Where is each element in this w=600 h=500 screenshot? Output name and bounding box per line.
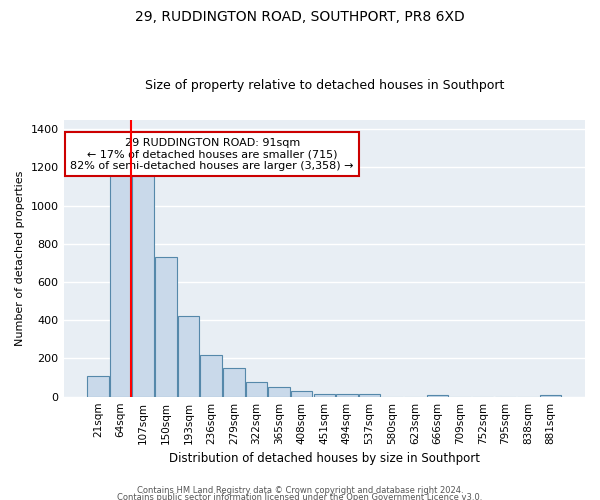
Bar <box>110 175 131 396</box>
Bar <box>336 394 358 396</box>
Bar <box>178 316 199 396</box>
X-axis label: Distribution of detached houses by size in Southport: Distribution of detached houses by size … <box>169 452 480 465</box>
Y-axis label: Number of detached properties: Number of detached properties <box>15 170 25 346</box>
Bar <box>245 382 267 396</box>
Bar <box>540 395 561 396</box>
Bar <box>133 176 154 396</box>
Bar <box>268 387 290 396</box>
Bar <box>155 257 176 396</box>
Text: 29, RUDDINGTON ROAD, SOUTHPORT, PR8 6XD: 29, RUDDINGTON ROAD, SOUTHPORT, PR8 6XD <box>135 10 465 24</box>
Bar <box>223 368 245 396</box>
Bar <box>314 394 335 396</box>
Bar <box>427 395 448 396</box>
Bar <box>200 354 222 397</box>
Text: 29 RUDDINGTON ROAD: 91sqm
← 17% of detached houses are smaller (715)
82% of semi: 29 RUDDINGTON ROAD: 91sqm ← 17% of detac… <box>70 138 354 171</box>
Bar <box>359 394 380 396</box>
Text: Contains HM Land Registry data © Crown copyright and database right 2024.: Contains HM Land Registry data © Crown c… <box>137 486 463 495</box>
Bar <box>87 376 109 396</box>
Bar <box>291 391 313 396</box>
Title: Size of property relative to detached houses in Southport: Size of property relative to detached ho… <box>145 79 504 92</box>
Text: Contains public sector information licensed under the Open Government Licence v3: Contains public sector information licen… <box>118 494 482 500</box>
